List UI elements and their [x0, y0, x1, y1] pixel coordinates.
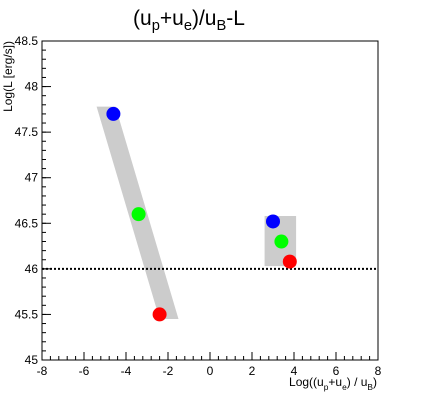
- y-tick-label: 45: [25, 353, 39, 367]
- band-layer: [96, 106, 297, 319]
- y-tick-label: 48.5: [15, 34, 39, 48]
- x-tick-label: 0: [207, 364, 214, 378]
- x-tick-label: -2: [163, 364, 174, 378]
- x-tick-label: 4: [291, 364, 298, 378]
- x-tick-label: 6: [333, 364, 340, 378]
- y-tick-label: 48: [25, 80, 39, 94]
- point-layer: [106, 106, 297, 322]
- y-tick-label: 47.5: [15, 125, 39, 139]
- data-point-4: [266, 214, 280, 229]
- data-point-6: [282, 254, 297, 269]
- y-tick-label: 45.5: [15, 307, 39, 321]
- data-point-2: [131, 207, 146, 222]
- x-tick-label: -8: [37, 364, 48, 378]
- plot-frame: [41, 40, 379, 361]
- y-tick-label: 46: [25, 262, 39, 276]
- data-point-5: [274, 234, 289, 249]
- y-tick-label: 47: [25, 171, 39, 185]
- data-point-3: [152, 307, 167, 322]
- x-axis: -8 -6 -4 -2 0 2 4 6 8: [37, 352, 382, 378]
- x-tick-label: 2: [249, 364, 256, 378]
- y-axis-title: Log(L [erg/s]): [1, 41, 15, 112]
- y-axis: 45 45.5 46 46.5 47 47.5 48 48.5: [15, 34, 51, 367]
- y-tick-label: 46.5: [15, 216, 39, 230]
- x-axis-title: Log((up+ue) / uB): [289, 375, 377, 392]
- data-point-1: [106, 106, 121, 121]
- chart-title: (up+ue)/uB-L: [133, 7, 245, 34]
- x-tick-label: -4: [121, 364, 132, 378]
- x-tick-label: -6: [79, 364, 90, 378]
- x-tick-label: 8: [375, 364, 382, 378]
